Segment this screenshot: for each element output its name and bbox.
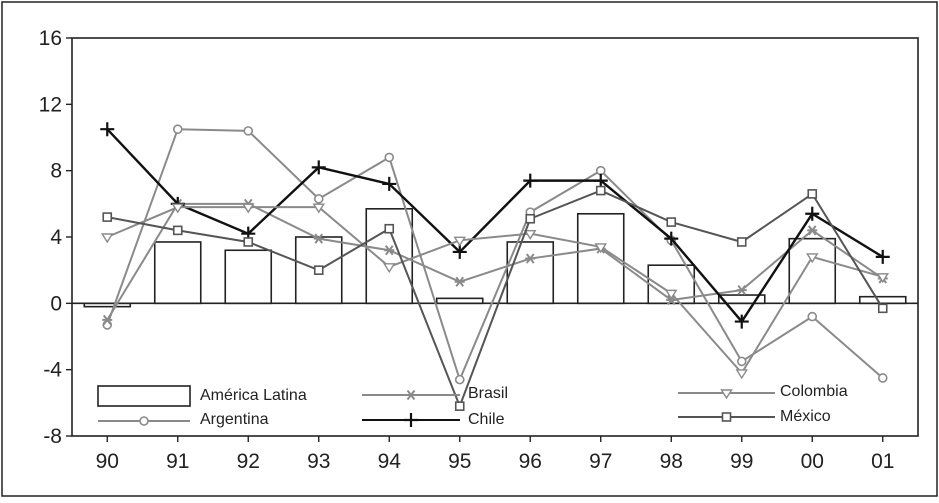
- point-chile: [805, 206, 820, 221]
- point-colombia: [664, 289, 678, 300]
- bar: [788, 237, 837, 305]
- point-colombia: [100, 233, 114, 244]
- point-chile: [100, 122, 115, 137]
- legend-marker-chile: [404, 413, 418, 427]
- x-tick-label: 97: [589, 450, 612, 473]
- point-colombia: [523, 229, 537, 241]
- legend-label-brasil: Brasil: [468, 385, 508, 402]
- point-brasil: [454, 276, 465, 287]
- point-chile: [452, 244, 467, 259]
- point-colombia: [312, 203, 326, 214]
- point-chile: [664, 231, 679, 246]
- point-brasil: [736, 284, 747, 296]
- y-tick-label: -8: [43, 425, 62, 448]
- point-argentina: [807, 311, 818, 322]
- legend-label-chile: Chile: [468, 411, 505, 428]
- point-mexico: [736, 237, 747, 247]
- point-brasil: [807, 225, 818, 236]
- x-tick-label: 94: [378, 450, 402, 473]
- x-tick-label: 93: [307, 450, 330, 473]
- point-chile: [734, 314, 749, 329]
- point-colombia: [171, 203, 185, 214]
- point-argentina: [172, 124, 183, 135]
- bar: [365, 208, 414, 305]
- point-argentina: [313, 194, 324, 204]
- point-colombia: [594, 243, 608, 254]
- series-line-mexico: [107, 189, 884, 409]
- x-tick-label: 98: [660, 450, 683, 473]
- bar: [858, 295, 907, 305]
- point-argentina: [736, 356, 747, 367]
- point-colombia: [805, 253, 819, 264]
- point-colombia: [876, 273, 890, 284]
- point-colombia: [735, 369, 749, 380]
- point-brasil: [313, 233, 324, 244]
- x-tick-label: 91: [166, 450, 189, 473]
- point-argentina: [243, 126, 254, 136]
- point-mexico: [454, 401, 465, 411]
- point-mexico: [384, 223, 395, 234]
- y-tick-label: -4: [43, 359, 62, 382]
- point-mexico: [807, 189, 818, 199]
- point-brasil: [102, 314, 113, 326]
- x-tick-label: 01: [871, 450, 894, 473]
- y-tick-label: 4: [50, 226, 62, 249]
- x-tick-label: 90: [96, 450, 119, 473]
- point-mexico: [243, 237, 254, 247]
- point-mexico: [666, 217, 677, 227]
- point-colombia: [382, 263, 396, 274]
- y-tick-label: 8: [50, 160, 62, 183]
- legend: América Latina Argentina Brasil Chile Colomb…: [97, 383, 848, 428]
- bar: [224, 249, 273, 305]
- point-chile: [523, 173, 538, 188]
- legend-marker-mexico: [721, 412, 732, 422]
- point-mexico: [172, 225, 183, 236]
- point-colombia: [241, 203, 255, 214]
- x-tick-label: 00: [801, 450, 824, 473]
- point-mexico: [102, 212, 113, 222]
- series-line-colombia: [106, 206, 884, 375]
- point-chile: [382, 176, 397, 191]
- point-argentina: [595, 165, 606, 176]
- point-argentina: [454, 374, 465, 385]
- legend-label-argentina: Argentina: [200, 411, 269, 428]
- point-argentina: [877, 373, 888, 383]
- point-argentina: [384, 152, 395, 163]
- point-brasil: [384, 245, 395, 256]
- legend-label-colombia: Colombia: [780, 383, 848, 400]
- point-brasil: [525, 253, 536, 264]
- legend-marker-argentina: [139, 416, 149, 426]
- legend-label-mexico: México: [780, 408, 831, 425]
- legend-marker-colombia: [720, 389, 733, 400]
- x-tick-label: 92: [237, 450, 260, 473]
- y-tick-label: 16: [39, 27, 62, 50]
- series-line-argentina: [106, 128, 884, 383]
- legend-marker-brasil: [406, 389, 416, 401]
- y-tick-label: 12: [39, 93, 62, 116]
- legend-swatch-america-latina: [97, 385, 191, 407]
- point-colombia: [453, 236, 467, 247]
- point-mexico: [595, 185, 606, 196]
- point-mexico: [877, 303, 888, 314]
- point-chile: [311, 160, 326, 175]
- x-tick-label: 95: [448, 450, 471, 473]
- series-line-brasil: [106, 202, 884, 321]
- point-mexico: [525, 213, 536, 224]
- point-chile: [875, 249, 890, 264]
- x-tick-label: 99: [730, 450, 753, 473]
- legend-label-america-latina: América Latina: [200, 387, 307, 404]
- series-line-chile: [106, 128, 884, 324]
- point-mexico: [313, 265, 324, 275]
- bar: [153, 241, 202, 305]
- point-chile: [593, 173, 608, 188]
- y-tick-label: 0: [50, 292, 62, 315]
- x-tick-label: 96: [519, 450, 542, 473]
